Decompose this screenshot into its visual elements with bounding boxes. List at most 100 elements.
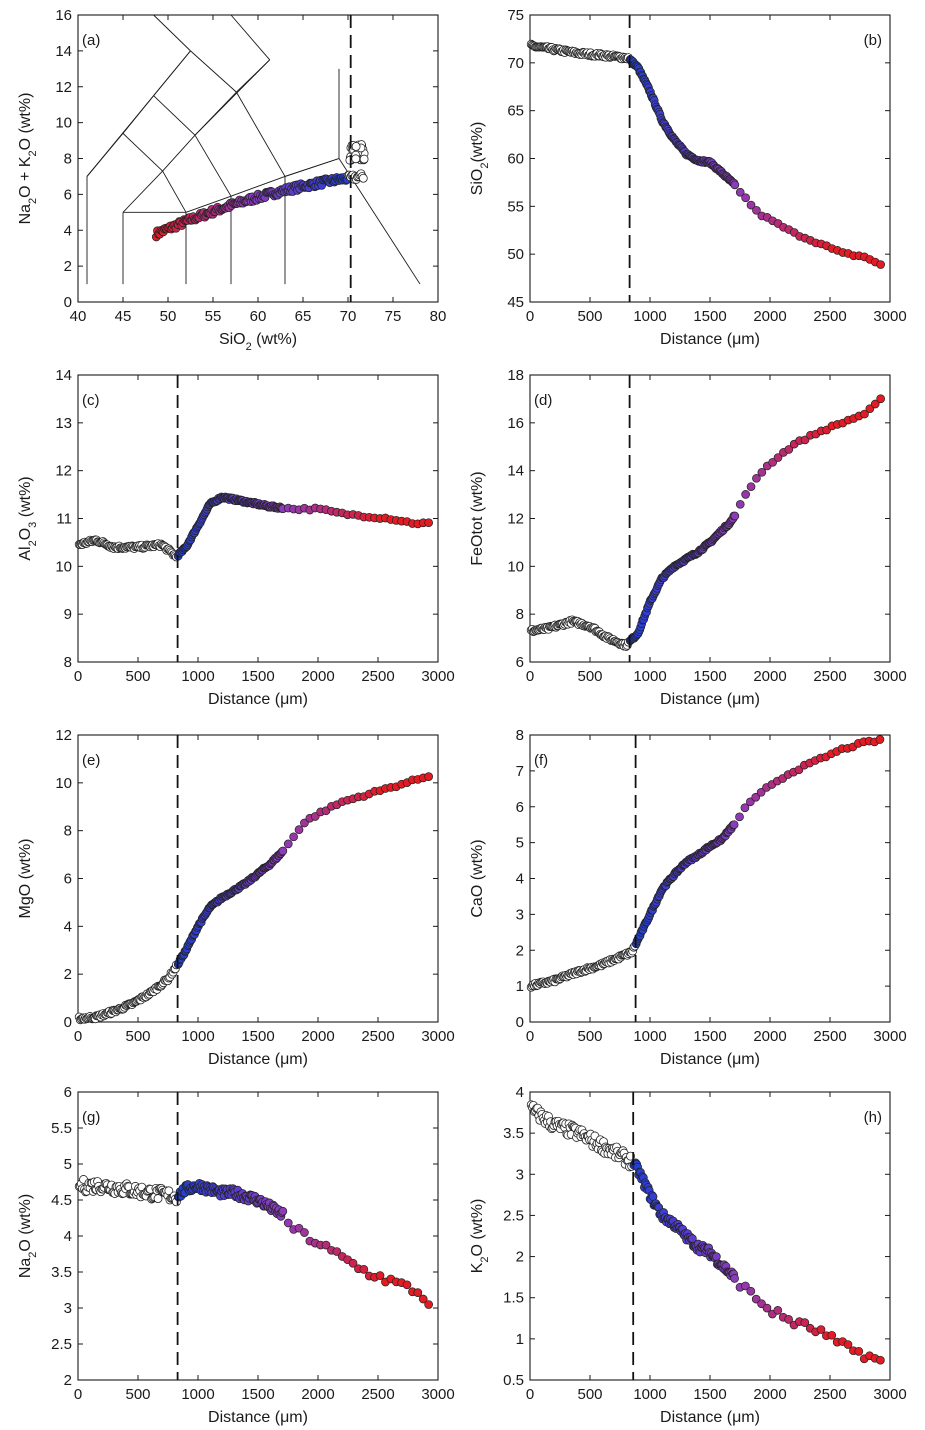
- y-tick-label: 2: [516, 942, 524, 959]
- x-tick-label: 0: [74, 1028, 82, 1045]
- y-tick-label: 65: [507, 103, 524, 120]
- data-points: [151, 140, 369, 242]
- data-point: [741, 490, 750, 499]
- data-point: [278, 1206, 288, 1216]
- data-point: [800, 1318, 810, 1327]
- y-tick-label: 8: [64, 823, 72, 840]
- data-point: [300, 1228, 309, 1237]
- x-tick-label: 0: [74, 1386, 82, 1403]
- data-point: [757, 467, 767, 477]
- tas-field-boundary: [194, 134, 232, 197]
- y-tick-label: 16: [507, 415, 524, 432]
- x-tick-label: 65: [295, 308, 312, 325]
- data-point: [283, 1218, 293, 1228]
- data-point: [762, 1303, 772, 1313]
- y-tick-label: 1: [516, 978, 524, 995]
- y-tick-label: 12: [55, 463, 72, 480]
- x-tick-label: 0: [526, 1028, 534, 1045]
- data-point: [735, 187, 745, 197]
- y-tick-label: 12: [55, 79, 72, 96]
- data-point: [756, 787, 766, 797]
- y-tick-label: 12: [55, 727, 72, 744]
- data-point: [351, 154, 361, 164]
- x-tick-label: 2500: [361, 1028, 394, 1045]
- y-axis-label: K2O (wt%): [469, 1199, 491, 1274]
- y-axis-label: CaO (wt%): [469, 839, 486, 917]
- y-tick-label: 13: [55, 415, 72, 432]
- x-tick-label: 40: [70, 308, 87, 325]
- y-tick-label: 5: [64, 1156, 72, 1173]
- data-point: [843, 1340, 853, 1349]
- data-point: [816, 1325, 826, 1334]
- y-axis-label: Na2O (wt%): [17, 1194, 39, 1278]
- y-axis-label: MgO (wt%): [17, 839, 34, 919]
- x-tick-label: 60: [250, 308, 267, 325]
- panel-label: (h): [864, 1109, 882, 1126]
- plot-frame: [529, 374, 891, 663]
- data-point: [876, 1355, 885, 1365]
- data-point: [752, 473, 761, 483]
- data-point: [773, 1305, 783, 1315]
- y-tick-label: 0: [516, 1014, 524, 1031]
- x-tick-label: 500: [577, 1028, 602, 1045]
- y-tick-label: 4: [516, 1084, 524, 1101]
- x-tick-label: 1500: [693, 1028, 726, 1045]
- x-tick-label: 1500: [693, 1386, 726, 1403]
- plot-frame: [77, 1091, 439, 1381]
- data-points: [74, 772, 433, 1025]
- tas-field-boundary: [153, 95, 196, 136]
- x-tick-label: 2000: [753, 668, 786, 685]
- y-tick-label: 6: [64, 186, 72, 203]
- x-axis-label: Distance (μm): [660, 691, 760, 708]
- x-tick-label: 1500: [241, 1386, 274, 1403]
- panel-e: 0 500 1000 1500 2000 2500 3000 0 2 4 6 8 10 12 Distanc…: [17, 727, 455, 1068]
- x-tick-label: 1000: [181, 1386, 214, 1403]
- y-tick-label: 50: [507, 246, 524, 263]
- y-tick-label: 3: [516, 1166, 524, 1183]
- y-tick-label: 60: [507, 151, 524, 168]
- plot-frame: [529, 734, 891, 1023]
- x-tick-label: 1500: [693, 668, 726, 685]
- panel-d: 0 500 1000 1500 2000 2500 3000 6 8 10 12 14 16 18 Dist…: [469, 367, 907, 708]
- data-point: [875, 735, 885, 744]
- data-points: [74, 492, 433, 562]
- y-axis-label: Al2O3 (wt%): [17, 476, 39, 560]
- x-tick-label: 2500: [813, 1028, 846, 1045]
- x-tick-label: 1000: [633, 668, 666, 685]
- tas-field-boundary: [190, 50, 237, 93]
- data-point: [729, 820, 739, 830]
- tas-field-boundary: [86, 133, 124, 177]
- y-tick-label: 4: [64, 918, 72, 935]
- x-tick-label: 2500: [813, 668, 846, 685]
- y-tick-label: 14: [507, 463, 524, 480]
- data-point: [283, 839, 293, 849]
- data-point: [768, 457, 777, 467]
- tas-field-boundary: [284, 158, 340, 177]
- panel-label: (a): [82, 32, 100, 49]
- y-tick-label: 10: [55, 558, 72, 575]
- x-tick-label: 70: [340, 308, 357, 325]
- x-tick-label: 500: [577, 1386, 602, 1403]
- y-tick-label: 8: [516, 606, 524, 623]
- x-tick-label: 1500: [241, 1028, 274, 1045]
- panel-label: (d): [534, 392, 552, 409]
- y-tick-label: 0: [64, 294, 72, 311]
- x-tick-label: 2000: [753, 1028, 786, 1045]
- x-tick-label: 500: [125, 668, 150, 685]
- tas-field-boundary: [185, 195, 232, 213]
- x-tick-label: 75: [385, 308, 402, 325]
- data-points: [526, 39, 885, 269]
- data-point: [784, 445, 794, 454]
- x-tick-label: 500: [577, 668, 602, 685]
- data-point: [424, 1300, 433, 1309]
- y-tick-label: 4.5: [51, 1192, 72, 1209]
- x-tick-label: 1000: [633, 308, 666, 325]
- y-tick-label: 3: [516, 906, 524, 923]
- data-point: [730, 511, 740, 521]
- y-tick-label: 3: [64, 1300, 72, 1317]
- tas-field-boundary: [122, 95, 154, 134]
- y-tick-label: 4: [516, 871, 524, 888]
- x-tick-label: 45: [115, 308, 132, 325]
- x-axis-label: Distance (μm): [208, 1409, 308, 1426]
